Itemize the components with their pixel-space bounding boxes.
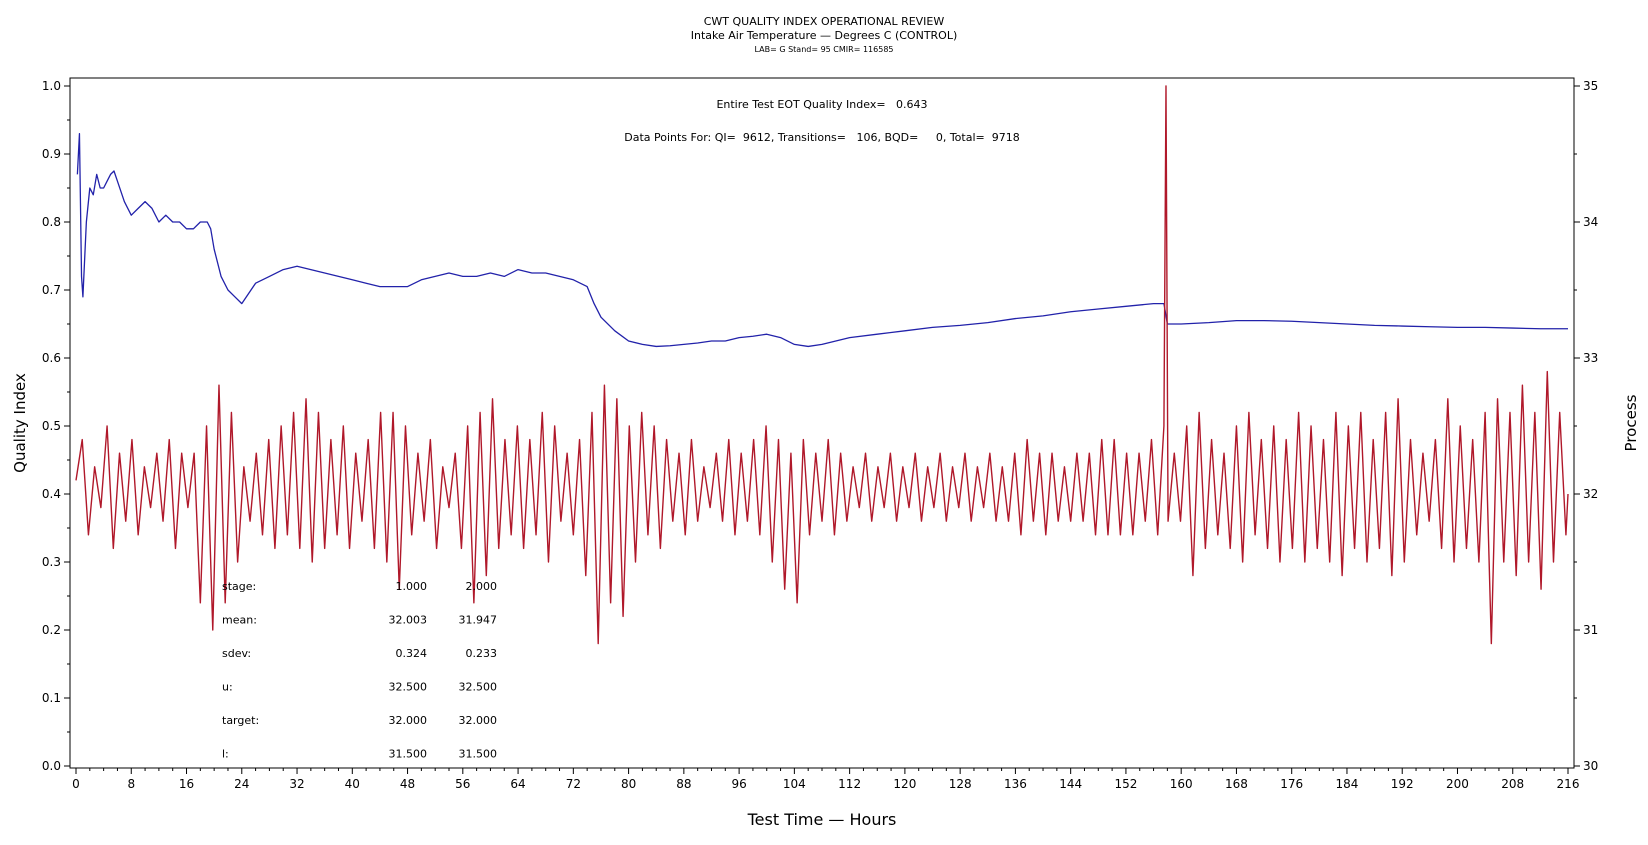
x-tick-label: 184 [1336,777,1359,791]
y-right-tick-label: 35 [1583,79,1598,93]
y-left-tick-label: 0.2 [42,623,61,637]
x-tick-label: 32 [289,777,304,791]
y-left-tick-label: 0.0 [42,759,61,773]
stats-row-value-stage1: 1.000 [396,580,428,593]
stats-row-value-stage2: 0.233 [466,647,498,660]
x-tick-label: 16 [179,777,194,791]
stats-row-value-stage2: 2.000 [466,580,498,593]
x-tick-label: 24 [234,777,249,791]
x-tick-label: 72 [566,777,581,791]
y-right-tick-label: 31 [1583,623,1598,637]
y-right-tick-label: 34 [1583,215,1598,229]
stats-row-value-stage1: 32.003 [389,614,428,627]
stats-row-label: l: [222,748,229,761]
y-right-tick-label: 33 [1583,351,1598,365]
chart-subtitle: Intake Air Temperature — Degrees C (CONT… [691,29,958,42]
data-points-annotation: Data Points For: QI= 9612, Transitions= … [624,131,1019,144]
y-axis-right-label: Process [1622,394,1640,451]
x-tick-label: 8 [127,777,135,791]
x-axis: 0 8 16 24 32 40 48 56 64 72 80 88 96 104 112 120 128 136 1… [72,768,1579,791]
stats-row-value-stage2: 31.947 [459,614,498,627]
y-left-tick-label: 0.9 [42,147,61,161]
x-tick-label: 168 [1225,777,1248,791]
x-tick-label: 192 [1391,777,1414,791]
x-tick-label: 80 [621,777,636,791]
y-axis-right: 30 31 32 33 34 35 [1574,79,1598,773]
x-tick-label: 56 [455,777,470,791]
y-axis-left: 0.0 0.1 0.2 0.3 0.4 0.5 0.6 0.7 0.8 0.9 1.0 [42,79,70,773]
y-left-tick-label: 1.0 [42,79,61,93]
x-tick-label: 112 [838,777,861,791]
x-axis-label: Test Time — Hours [747,810,897,829]
stats-row-label: mean: [222,614,257,627]
chart-title: CWT QUALITY INDEX OPERATIONAL REVIEW [704,15,945,28]
eot-quality-index-annotation: Entire Test EOT Quality Index= 0.643 [716,98,927,111]
y-axis-left-label: Quality Index [11,373,29,473]
x-tick-label: 120 [893,777,916,791]
stats-row-value-stage1: 31.500 [389,748,428,761]
x-tick-label: 136 [1004,777,1027,791]
x-tick-label: 128 [949,777,972,791]
x-tick-label: 48 [400,777,415,791]
stats-row-label: target: [222,714,259,727]
plot-frame [69,77,1575,769]
stats-row-label: sdev: [222,647,251,660]
y-left-tick-label: 0.3 [42,555,61,569]
y-left-tick-label: 0.6 [42,351,61,365]
stats-table: stage: 1.000 2.000 mean: 32.003 31.947 sdev: 0.… [222,580,497,761]
quality-index-series-line [76,132,1568,348]
stats-row-value-stage1: 32.500 [389,681,428,694]
x-tick-label: 200 [1446,777,1469,791]
y-left-tick-label: 0.1 [42,691,61,705]
stats-row-value-stage1: 32.000 [389,714,428,727]
x-tick-label: 64 [510,777,525,791]
stats-row-value-stage2: 31.500 [459,748,498,761]
x-tick-label: 216 [1557,777,1580,791]
y-right-tick-label: 32 [1583,487,1598,501]
process-series-line [75,85,1569,645]
y-left-tick-label: 0.5 [42,419,61,433]
y-left-tick-label: 0.4 [42,487,61,501]
x-tick-label: 88 [676,777,691,791]
x-tick-label: 144 [1059,777,1082,791]
x-tick-label: 152 [1114,777,1137,791]
x-tick-label: 0 [72,777,80,791]
y-left-tick-label: 0.7 [42,283,61,297]
x-tick-label: 104 [783,777,806,791]
series-layer [75,85,1569,645]
chart-subtitle-lab: LAB= G Stand= 95 CMIR= 116585 [754,45,893,54]
y-left-tick-label: 0.8 [42,215,61,229]
y-right-tick-label: 30 [1583,759,1598,773]
x-tick-label: 40 [345,777,360,791]
x-tick-label: 208 [1501,777,1524,791]
x-tick-label: 96 [731,777,746,791]
stats-row-value-stage2: 32.500 [459,681,498,694]
stats-row-value-stage2: 32.000 [459,714,498,727]
stats-row-label: u: [222,681,233,694]
x-tick-label: 160 [1170,777,1193,791]
x-tick-label: 176 [1280,777,1303,791]
stats-row-label: stage: [222,580,256,593]
stats-row-value-stage1: 0.324 [396,647,428,660]
